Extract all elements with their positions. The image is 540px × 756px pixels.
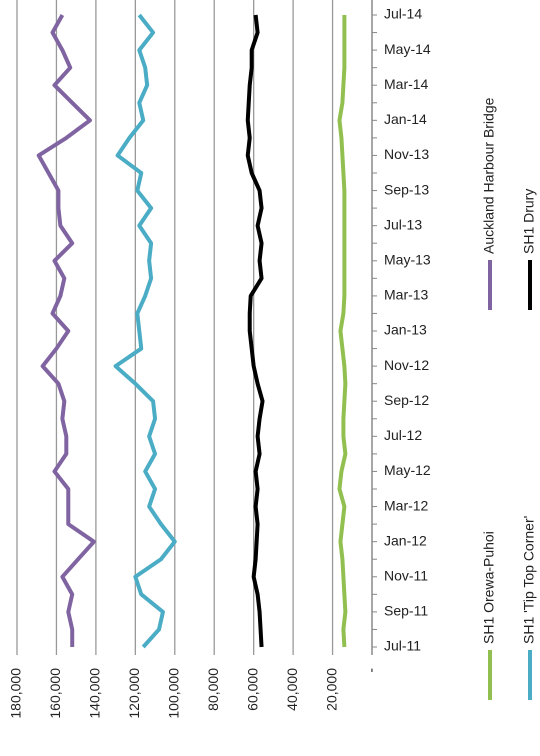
y-tick-label: 120,000 bbox=[126, 668, 142, 719]
series-line bbox=[245, 14, 265, 648]
x-tick-label: May-13 bbox=[384, 251, 431, 267]
x-tick-label: Mar-13 bbox=[384, 287, 429, 303]
series-line bbox=[36, 14, 96, 647]
x-tick-label: Nov-12 bbox=[384, 357, 429, 373]
x-tick-label: Nov-11 bbox=[384, 567, 428, 583]
x-tick-label: Nov-13 bbox=[384, 146, 429, 162]
y-tick-label: 40,000 bbox=[284, 668, 300, 711]
series-line bbox=[337, 15, 348, 648]
y-tick-label: 100,000 bbox=[165, 668, 181, 719]
y-tick-label: 60,000 bbox=[244, 668, 260, 711]
x-tick-label: Sep-13 bbox=[384, 181, 429, 197]
x-tick-label: Mar-12 bbox=[384, 497, 429, 513]
x-tick-label: Jul-11 bbox=[384, 638, 421, 654]
x-tick-label: May-12 bbox=[384, 462, 431, 478]
legend-label: SH1 Orewa-Puhoi bbox=[481, 531, 497, 644]
y-tick-label: 80,000 bbox=[205, 668, 221, 711]
x-tick-label: Jul-12 bbox=[384, 427, 422, 443]
y-tick-label: 140,000 bbox=[87, 668, 103, 719]
y-tick-label: 160,000 bbox=[47, 668, 63, 719]
x-tick-label: Jan-13 bbox=[384, 322, 427, 338]
x-tick-label: Mar-14 bbox=[384, 76, 429, 92]
y-tick-label: - bbox=[363, 668, 379, 673]
legend-label: SH1 Drury bbox=[521, 189, 537, 254]
x-tick-label: Jul-14 bbox=[384, 6, 422, 22]
x-tick-label: Jan-12 bbox=[384, 532, 427, 548]
x-tick-label: May-14 bbox=[384, 41, 431, 57]
x-tick-label: Sep-11 bbox=[384, 603, 428, 619]
series-line bbox=[113, 13, 177, 649]
legend-label: SH1 'Tip Top Corner' bbox=[521, 516, 537, 644]
x-tick-label: Jul-13 bbox=[384, 216, 422, 232]
y-tick-label: 20,000 bbox=[323, 668, 339, 711]
y-tick-label: 180,000 bbox=[8, 668, 24, 719]
legend-label: Auckland Harbour Bridge bbox=[481, 97, 497, 254]
x-tick-label: Jan-14 bbox=[384, 111, 427, 127]
x-tick-label: Sep-12 bbox=[384, 392, 429, 408]
